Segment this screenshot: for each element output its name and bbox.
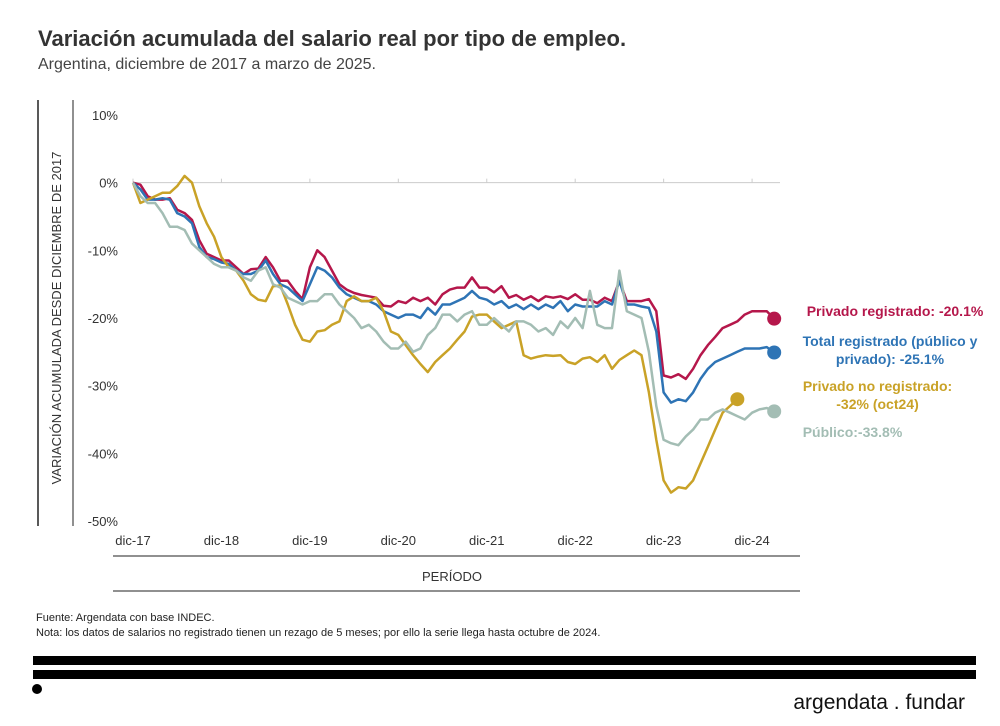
- series-line: [132, 181, 776, 381]
- source: Fuente: Argendata con base INDEC.: [36, 612, 215, 624]
- series-label: Público:-33.8%: [802, 424, 903, 440]
- x-tick-label: dic-17: [115, 533, 150, 548]
- series-line: [131, 182, 775, 447]
- y-tick-label: -10%: [88, 243, 119, 258]
- chart-subtitle: Argentina, diciembre de 2017 a marzo de …: [38, 56, 376, 73]
- y-tick-label: 0%: [99, 176, 118, 191]
- y-axis-label: VARIACIÓN ACUMULADA DESDE DICIEMBRE DE 2…: [49, 152, 64, 485]
- x-tick-label: dic-21: [469, 533, 504, 548]
- chart-title: Variación acumulada del salario real por…: [38, 26, 626, 51]
- x-tick-label: dic-19: [292, 533, 327, 548]
- end-marker: [767, 404, 782, 419]
- y-tick-label: 10%: [92, 108, 118, 123]
- end-marker: [767, 311, 782, 326]
- end-marker: [767, 345, 782, 360]
- x-axis-label: PERÍODO: [422, 569, 482, 584]
- x-tick-label: dic-24: [734, 533, 769, 548]
- series-label: Total registrado (público y privado): -2…: [802, 333, 978, 367]
- y-tick-label: -30%: [88, 379, 119, 394]
- note: Nota: los datos de salarios no registrad…: [36, 627, 601, 639]
- series-line: [131, 174, 739, 494]
- brand-bar: [33, 656, 976, 665]
- series-line: [132, 181, 775, 404]
- brand-bar: [33, 670, 976, 679]
- x-tick-label: dic-20: [381, 533, 416, 548]
- series-label: Privado registrado: -20.1%: [806, 303, 984, 319]
- y-tick-label: -40%: [88, 446, 119, 461]
- series-label: Privado no registrado: -32% (oct24): [802, 378, 953, 412]
- y-tick-label: -50%: [88, 514, 119, 529]
- x-tick-label: dic-23: [646, 533, 681, 548]
- y-tick-label: -20%: [88, 311, 119, 326]
- brand-dot: [32, 684, 42, 694]
- x-tick-label: dic-18: [204, 533, 239, 548]
- brand: argendata . fundar: [793, 691, 965, 714]
- end-marker: [730, 392, 745, 407]
- x-tick-label: dic-22: [557, 533, 592, 548]
